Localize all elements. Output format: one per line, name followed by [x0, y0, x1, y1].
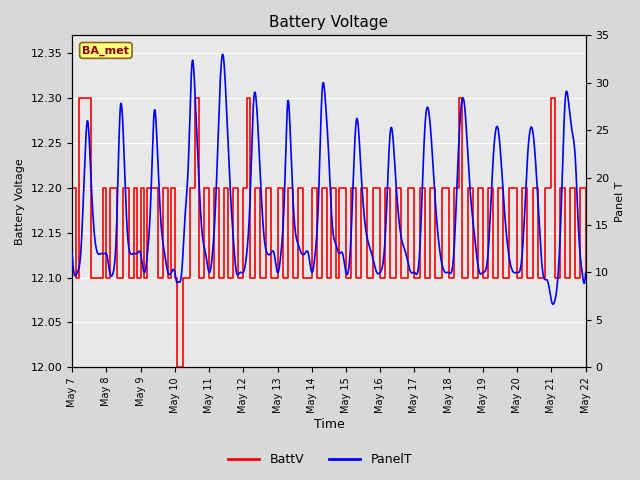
Text: BA_met: BA_met — [83, 45, 129, 56]
X-axis label: Time: Time — [314, 419, 344, 432]
Y-axis label: Panel T: Panel T — [615, 181, 625, 222]
Y-axis label: Battery Voltage: Battery Voltage — [15, 158, 25, 245]
Legend: BattV, PanelT: BattV, PanelT — [223, 448, 417, 471]
Title: Battery Voltage: Battery Voltage — [269, 15, 388, 30]
